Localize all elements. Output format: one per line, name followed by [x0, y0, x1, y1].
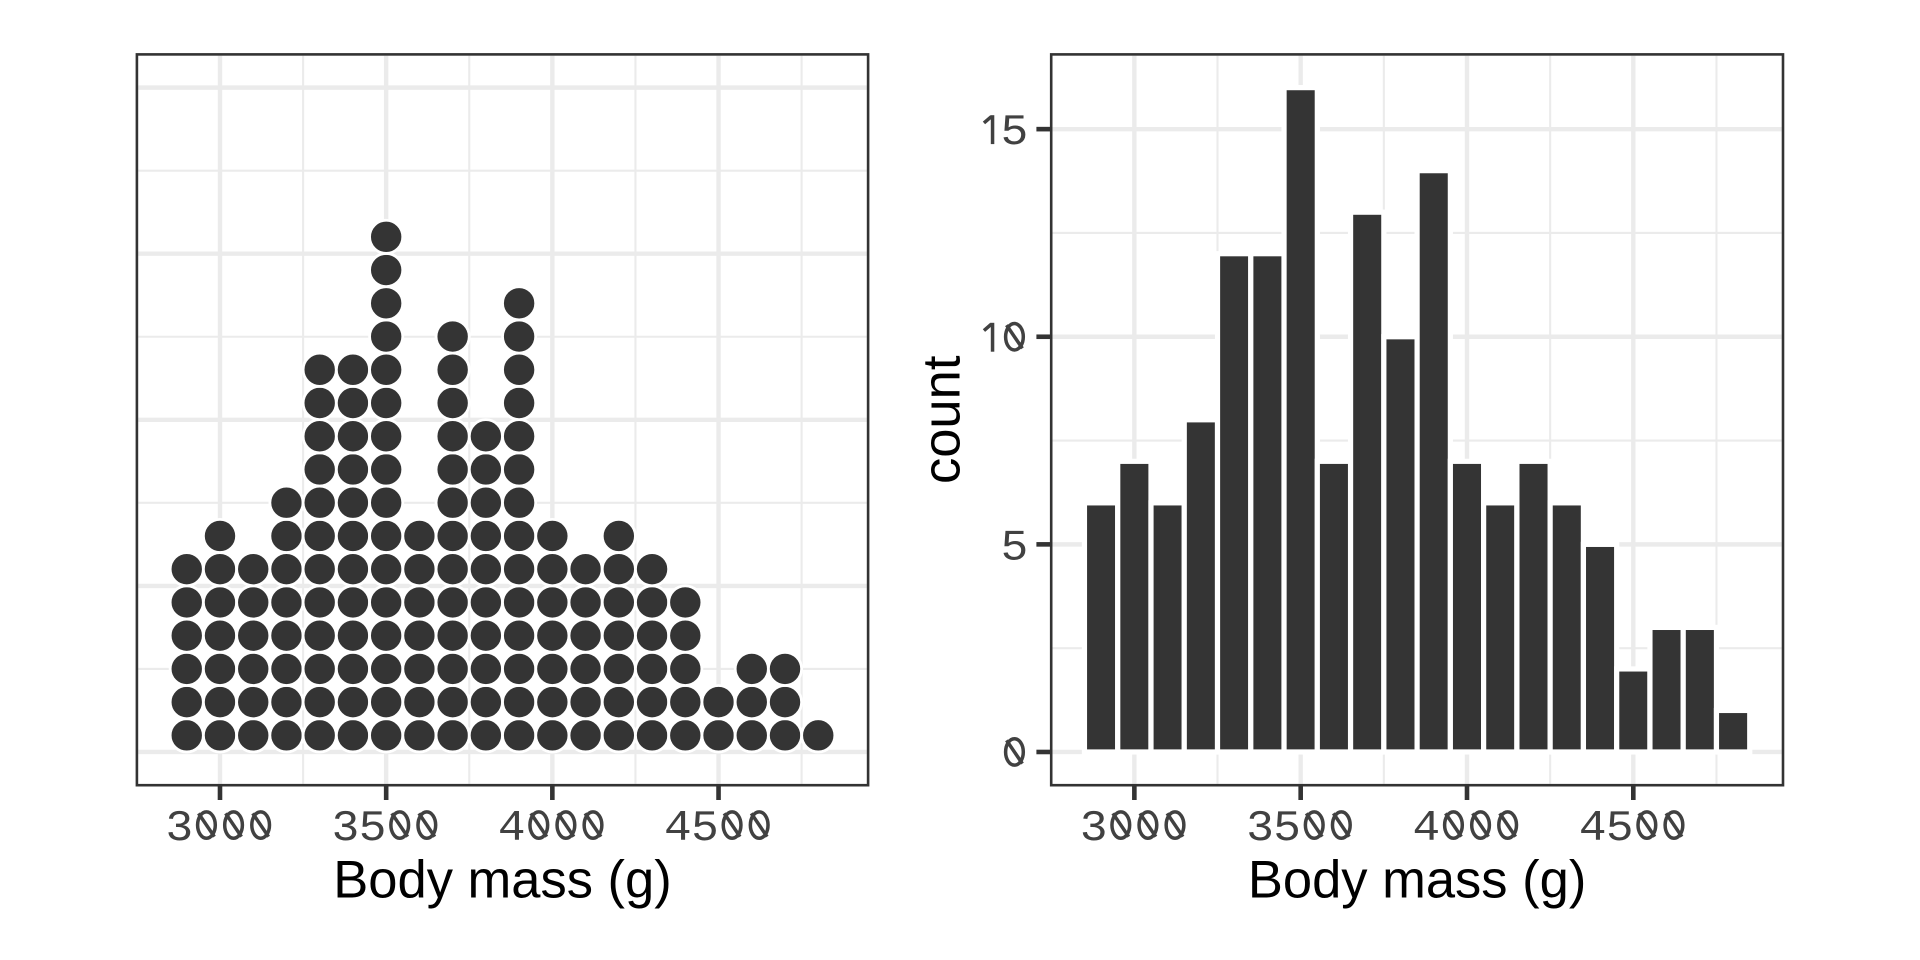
svg-text:5: 5 [1606, 805, 1634, 854]
svg-text:3: 3 [166, 805, 194, 854]
svg-text:4: 4 [498, 805, 526, 854]
svg-text:5: 5 [691, 805, 719, 854]
svg-text:5: 5 [1273, 805, 1301, 854]
svg-text:Body mass (g): Body mass (g) [1248, 850, 1586, 909]
svg-text:3: 3 [1080, 805, 1108, 854]
svg-text:4: 4 [664, 805, 692, 854]
svg-text:5: 5 [1001, 524, 1029, 573]
svg-text:3: 3 [1246, 805, 1274, 854]
svg-text:3: 3 [332, 805, 360, 854]
svg-text:5: 5 [1001, 109, 1029, 158]
svg-text:4: 4 [1413, 805, 1441, 854]
svg-text:count: count [913, 355, 972, 484]
svg-text:5: 5 [359, 805, 387, 854]
svg-text:Body mass (g): Body mass (g) [333, 850, 671, 909]
svg-text:4: 4 [1579, 805, 1607, 854]
